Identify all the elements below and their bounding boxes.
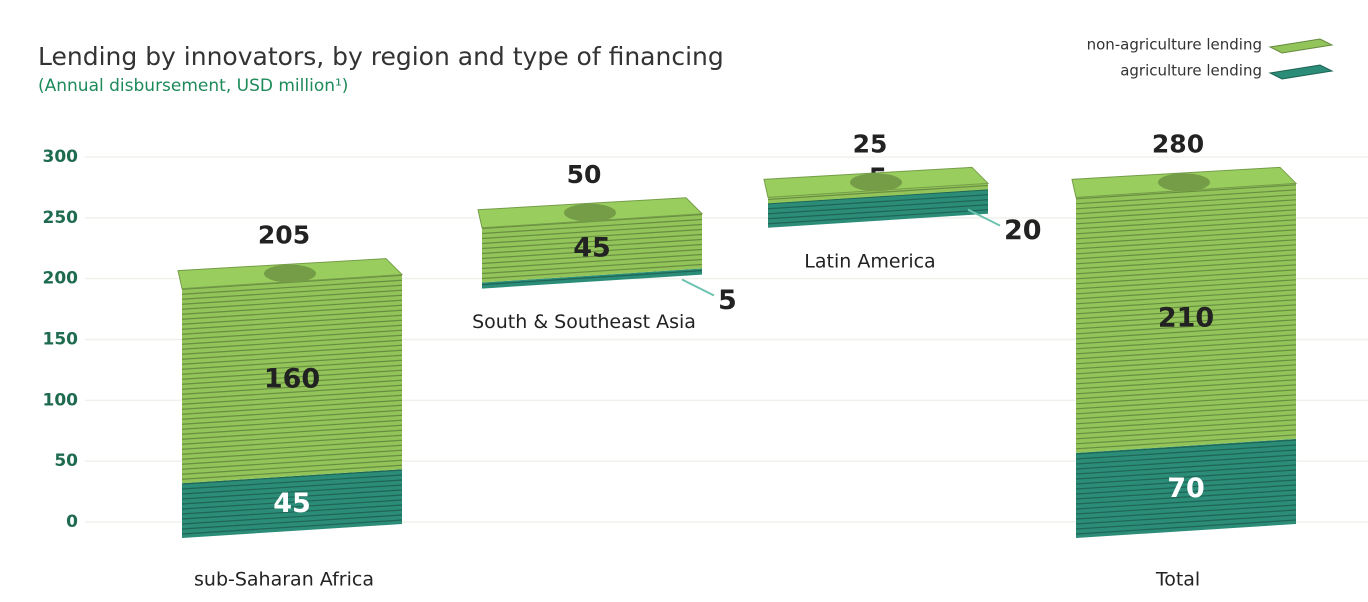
- total-label: 50: [567, 160, 602, 189]
- category-label: Total: [1155, 569, 1200, 591]
- chart: Lending by innovators, by region and typ…: [0, 0, 1368, 602]
- y-tick-label: 100: [43, 390, 79, 410]
- segment-label: 70: [1167, 473, 1205, 504]
- legend-swatch: [1270, 65, 1332, 79]
- bill-seal: [850, 173, 902, 191]
- y-tick-label: 200: [43, 269, 79, 289]
- chart-title: Lending by innovators, by region and typ…: [38, 42, 724, 71]
- y-tick-label: 250: [43, 208, 79, 228]
- leader-line: [682, 280, 714, 296]
- y-tick-label: 50: [54, 451, 78, 471]
- category-label: South & Southeast Asia: [472, 311, 696, 333]
- category-label: Latin America: [804, 250, 935, 272]
- y-tick-label: 150: [43, 330, 79, 350]
- legend-label: agriculture lending: [1120, 62, 1262, 80]
- segment-label: 45: [273, 488, 311, 519]
- bill-seal: [564, 204, 616, 222]
- page: {"chart_data": {"type": "waterfall", "ti…: [0, 0, 1368, 602]
- segment-label: 45: [573, 233, 611, 264]
- bill-seal: [264, 265, 316, 283]
- total-label: 25: [853, 129, 888, 158]
- total-label: 280: [1152, 129, 1204, 158]
- segment-label: 210: [1158, 303, 1214, 334]
- y-tick-label: 0: [66, 512, 78, 532]
- segment-label: 20: [1004, 215, 1042, 246]
- legend-label: non-agriculture lending: [1087, 36, 1262, 54]
- category-label: sub-Saharan Africa: [194, 569, 374, 591]
- y-tick-label: 300: [43, 147, 79, 167]
- bill-seal: [1158, 173, 1210, 191]
- segment-label: 5: [718, 285, 737, 316]
- segment-label: 160: [264, 363, 320, 394]
- total-label: 205: [258, 221, 310, 250]
- legend-swatch: [1270, 39, 1332, 53]
- chart-subtitle: (Annual disbursement, USD million¹): [38, 76, 348, 96]
